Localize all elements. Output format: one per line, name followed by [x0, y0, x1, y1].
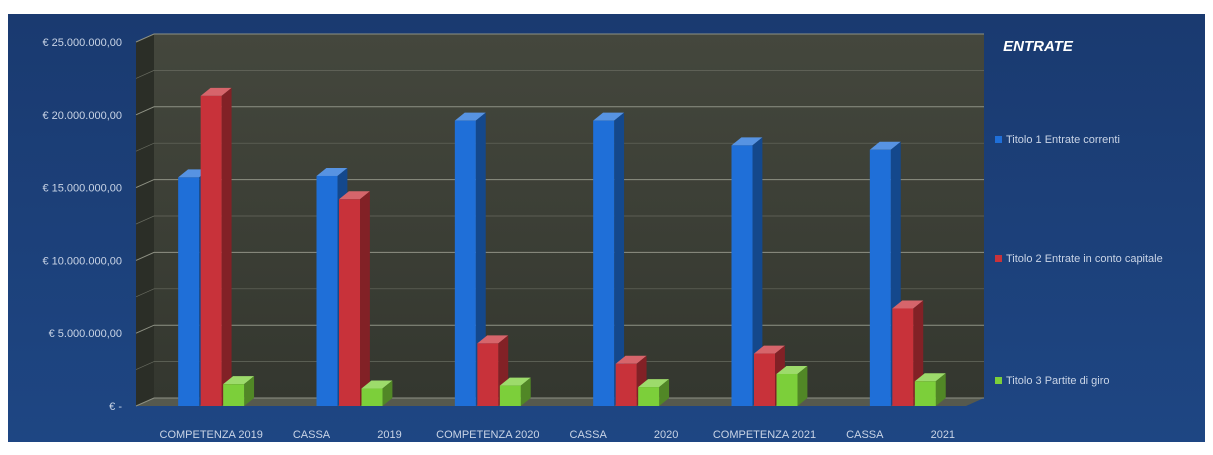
- bar-front-face: [339, 199, 360, 406]
- legend-swatch: [995, 136, 1002, 143]
- legend-swatch: [995, 255, 1002, 262]
- legend-item: Titolo 3 Partite di giro: [995, 375, 1110, 387]
- bar-front-face: [500, 386, 521, 406]
- bar: [500, 378, 531, 406]
- x-tick-label-part: 2019: [377, 429, 401, 441]
- bar-front-face: [777, 374, 798, 406]
- bar-front-face: [870, 150, 891, 406]
- bar-side-face: [360, 191, 370, 406]
- legend-item: Titolo 2 Entrate in conto capitale: [995, 253, 1163, 265]
- y-tick-label: € 10.000.000,00: [42, 255, 122, 267]
- bar-front-face: [455, 121, 476, 406]
- bar-front-face: [477, 343, 498, 406]
- bar-side-face: [222, 88, 232, 406]
- bar-front-face: [178, 177, 199, 406]
- plot-floor: [136, 398, 984, 406]
- bar-front-face: [223, 384, 244, 406]
- x-tick-label-part: CASSA: [846, 429, 884, 441]
- legend-label: Titolo 3 Partite di giro: [1006, 375, 1110, 387]
- bar-front-face: [915, 381, 936, 406]
- x-tick-label-part: 2021: [931, 429, 955, 441]
- bar-front-face: [732, 145, 753, 406]
- y-tick-label: € 5.000.000,00: [49, 328, 122, 340]
- bar-front-face: [754, 354, 775, 406]
- bar: [915, 373, 946, 406]
- legend-label: Titolo 2 Entrate in conto capitale: [1006, 253, 1163, 265]
- legend-swatch: [995, 377, 1002, 384]
- bar-front-face: [638, 387, 659, 406]
- bar: [201, 88, 232, 406]
- y-tick-label: € -: [109, 401, 122, 413]
- bar: [223, 376, 254, 406]
- bar-front-face: [593, 121, 614, 406]
- legend-label: Titolo 1 Entrate correnti: [1006, 134, 1120, 146]
- plot-area: [136, 34, 984, 406]
- x-tick-label: COMPETENZA 2019: [160, 429, 263, 441]
- chart-title: ENTRATE: [1003, 38, 1074, 55]
- bar-front-face: [201, 96, 222, 406]
- legend-item: Titolo 1 Entrate correnti: [995, 134, 1120, 146]
- y-tick-label: € 20.000.000,00: [42, 110, 122, 122]
- x-tick-label: COMPETENZA 2020: [436, 429, 539, 441]
- x-tick-label-part: CASSA: [570, 429, 608, 441]
- x-tick-label-part: CASSA: [293, 429, 331, 441]
- y-tick-label: € 15.000.000,00: [42, 183, 122, 195]
- bar: [777, 366, 808, 406]
- bar-front-face: [362, 389, 383, 406]
- x-tick-label: COMPETENZA 2021: [713, 429, 816, 441]
- bar: [339, 191, 370, 406]
- bar-front-face: [892, 308, 913, 406]
- bar-front-face: [616, 364, 637, 406]
- y-tick-label: € 25.000.000,00: [42, 37, 122, 49]
- x-tick-label-part: 2020: [654, 429, 678, 441]
- bar-front-face: [317, 176, 338, 406]
